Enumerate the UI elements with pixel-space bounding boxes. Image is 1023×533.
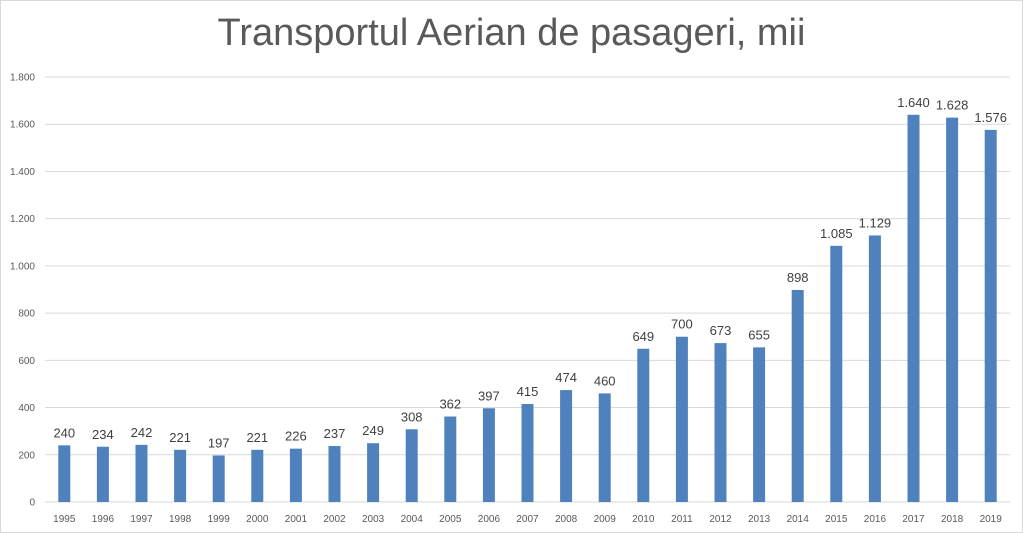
y-tick-label: 1.600	[10, 120, 35, 131]
x-tick-label: 2014	[787, 514, 810, 525]
bar	[135, 444, 148, 502]
y-tick-label: 800	[18, 309, 35, 320]
data-label: 460	[594, 373, 616, 388]
bar	[830, 245, 843, 502]
x-tick-label: 2012	[709, 514, 732, 525]
bar	[405, 429, 418, 502]
x-tick-label: 2001	[285, 514, 308, 525]
x-tick-label: 2013	[748, 514, 771, 525]
bar	[58, 445, 71, 502]
bar	[444, 416, 457, 502]
data-label: 655	[748, 327, 770, 342]
y-tick-label: 200	[18, 450, 35, 461]
bar	[791, 289, 804, 502]
bar	[560, 390, 573, 502]
bar	[174, 449, 187, 502]
x-tick-label: 2003	[362, 514, 385, 525]
x-tick-label: 1999	[208, 514, 231, 525]
data-label: 415	[517, 384, 539, 399]
bar	[598, 393, 611, 502]
x-tick-label: 1996	[92, 514, 115, 525]
bar	[328, 446, 341, 502]
data-label: 240	[53, 425, 75, 440]
bar	[753, 347, 766, 502]
x-tick-label: 2016	[864, 514, 887, 525]
data-label: 397	[478, 388, 500, 403]
data-label: 221	[246, 430, 268, 445]
data-label: 649	[632, 329, 654, 344]
data-label: 226	[285, 429, 307, 444]
data-label: 242	[131, 425, 153, 440]
bar	[289, 448, 302, 502]
bar	[96, 446, 109, 502]
bar	[868, 235, 881, 503]
data-label: 234	[92, 427, 114, 442]
x-tick-label: 2019	[980, 514, 1003, 525]
x-tick-label: 2017	[902, 514, 925, 525]
bar	[675, 336, 688, 502]
x-tick-label: 2004	[401, 514, 424, 525]
y-tick-label: 400	[18, 403, 35, 414]
y-tick-label: 1.000	[10, 261, 35, 272]
data-label: 898	[787, 270, 809, 285]
y-tick-label: 1.200	[10, 214, 35, 225]
x-tick-label: 1995	[53, 514, 76, 525]
data-label: 474	[555, 370, 577, 385]
x-tick-label: 2005	[439, 514, 462, 525]
x-tick-label: 2008	[555, 514, 578, 525]
data-label: 197	[208, 435, 230, 450]
y-tick-label: 600	[18, 356, 35, 367]
bar	[907, 114, 920, 503]
bar	[714, 343, 727, 502]
data-label: 249	[362, 423, 384, 438]
data-label: 1.576	[974, 110, 1007, 125]
bar	[637, 348, 650, 502]
data-label: 700	[671, 317, 693, 332]
x-tick-label: 2009	[594, 514, 617, 525]
y-tick-label: 0	[29, 498, 35, 509]
x-tick-label: 2015	[825, 514, 848, 525]
x-tick-label: 2010	[632, 514, 655, 525]
data-label: 308	[401, 409, 423, 424]
data-label: 1.640	[897, 95, 930, 110]
bar	[521, 404, 534, 502]
x-tick-label: 2002	[323, 514, 346, 525]
bar	[212, 455, 225, 502]
x-tick-label: 2000	[246, 514, 269, 525]
data-label: 237	[324, 426, 346, 441]
data-label: 362	[439, 397, 461, 412]
chart-title: Transportul Aerian de pasageri, mii	[217, 12, 806, 54]
data-label: 221	[169, 430, 191, 445]
y-tick-label: 1.400	[10, 167, 35, 178]
x-tick-label: 1998	[169, 514, 192, 525]
data-label: 1.085	[820, 226, 853, 241]
y-tick-label: 1.800	[10, 73, 35, 84]
bar	[984, 129, 997, 502]
bar	[367, 443, 380, 502]
bar	[946, 117, 959, 502]
x-tick-label: 2006	[478, 514, 501, 525]
x-tick-label: 2018	[941, 514, 964, 525]
data-label: 1.129	[859, 215, 892, 230]
x-tick-label: 2007	[516, 514, 539, 525]
data-label: 1.628	[936, 98, 969, 113]
bar	[482, 408, 495, 502]
data-label: 673	[710, 323, 732, 338]
x-tick-label: 2011	[671, 514, 693, 525]
bar	[251, 449, 264, 502]
x-tick-label: 1997	[130, 514, 153, 525]
